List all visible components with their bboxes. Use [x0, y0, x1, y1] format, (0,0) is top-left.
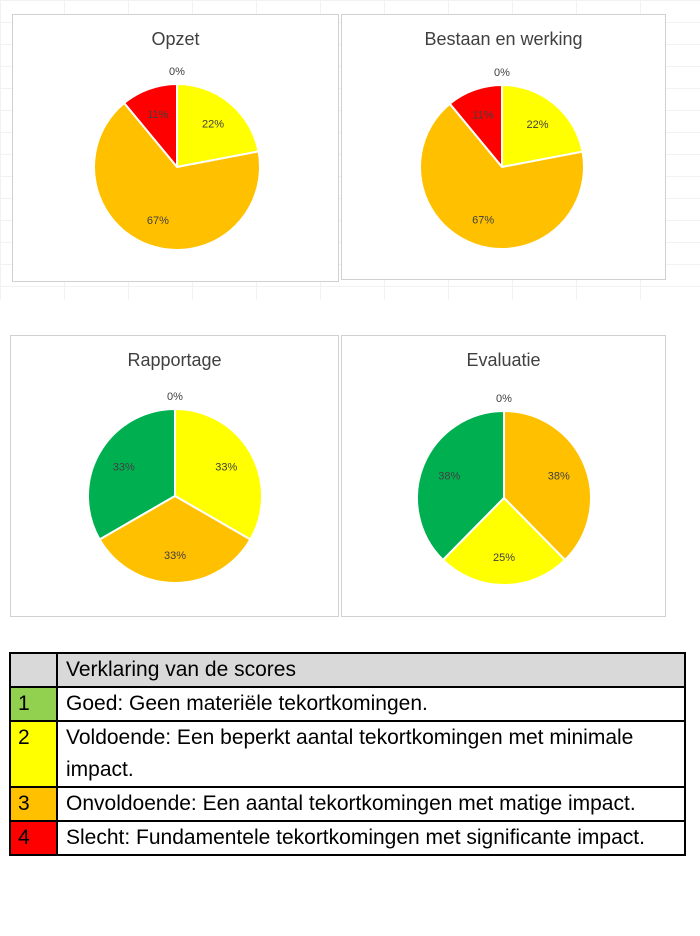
legend-description: Goed: Geen materiële tekortkomingen.	[56, 686, 686, 722]
pie-bestaan-en-werking: 11% 0% 22% 67%	[419, 67, 585, 250]
data-label-score-1: 38%	[438, 471, 460, 483]
legend-description: Voldoende: Een beperkt aantal tekortkomi…	[56, 720, 686, 788]
legend-header-row: Verklaring van de scores	[9, 652, 686, 688]
legend-row: 4 Slecht: Fundamentele tekortkomingen me…	[9, 820, 686, 856]
pie-slice-score-3	[503, 409, 592, 562]
legend-score-1: 1	[9, 686, 58, 722]
data-label-score-3: 38%	[548, 471, 570, 483]
pie-slice-score-3	[93, 101, 261, 251]
data-label-score-4: 11%	[473, 110, 494, 122]
pie-slice-score-2	[176, 82, 260, 169]
chart-rapportage: Rapportage 33% 0% 33% 33%	[10, 335, 339, 617]
pie-evaluatie: 38% 0% 38% 25%	[416, 393, 592, 586]
legend-row: 1 Goed: Geen materiële tekortkomingen.	[9, 686, 686, 722]
chart-opzet: Opzet 11% 0% 22% 67%	[12, 14, 339, 282]
chart-title: Opzet	[151, 29, 200, 49]
data-label-score-1: 0%	[494, 67, 510, 79]
legend-score-4: 4	[9, 820, 58, 856]
chart-evaluatie: Evaluatie 38% 0% 38% 25%	[341, 335, 666, 617]
legend-score-2: 2	[9, 720, 58, 788]
legend-score-3: 3	[9, 786, 58, 822]
legend-row: 3 Onvoldoende: Een aantal tekortkomingen…	[9, 786, 686, 822]
legend-description: Slecht: Fundamentele tekortkomingen met …	[56, 820, 686, 856]
data-label-score-2: 22%	[202, 119, 224, 131]
data-label-score-2: 25%	[493, 552, 515, 564]
pie-slice-score-1	[416, 409, 505, 562]
pie-slice-score-2	[174, 407, 263, 541]
chart-title: Evaluatie	[466, 350, 541, 370]
score-legend-table: Verklaring van de scores 1 Goed: Geen ma…	[9, 652, 686, 856]
data-label-score-2: 33%	[215, 461, 237, 473]
pie-slice-score-3	[419, 102, 585, 250]
chart-title: Bestaan en werking	[424, 29, 583, 49]
pie-rapportage: 33% 0% 33% 33%	[87, 391, 263, 584]
data-label-score-2: 22%	[527, 119, 549, 131]
pie-slice-score-2	[441, 496, 567, 586]
chart-bestaan-en-werking: Bestaan en werking 11% 0% 22% 67%	[341, 14, 666, 280]
data-label-score-3: 67%	[147, 215, 169, 227]
data-label-score-3: 67%	[472, 214, 494, 226]
chart-title: Rapportage	[127, 350, 222, 370]
legend-row: 2 Voldoende: Een beperkt aantal tekortko…	[9, 720, 686, 788]
pie-opzet: 11% 0% 22% 67%	[93, 66, 261, 251]
legend-header-blank	[9, 652, 58, 688]
data-label-score-4: 0%	[167, 391, 183, 403]
pie-slice-score-2	[501, 83, 584, 169]
data-label-score-1: 0%	[169, 66, 185, 78]
legend-header: Verklaring van de scores	[56, 652, 686, 688]
pie-slice-score-3	[98, 494, 252, 584]
legend-description: Onvoldoende: Een aantal tekortkomingen m…	[56, 786, 686, 822]
data-label-score-4: 0%	[496, 393, 512, 405]
data-label-score-4: 11%	[147, 109, 168, 121]
pie-slice-score-1	[87, 407, 176, 541]
data-label-score-3: 33%	[164, 550, 186, 562]
data-label-score-1: 33%	[113, 461, 135, 473]
